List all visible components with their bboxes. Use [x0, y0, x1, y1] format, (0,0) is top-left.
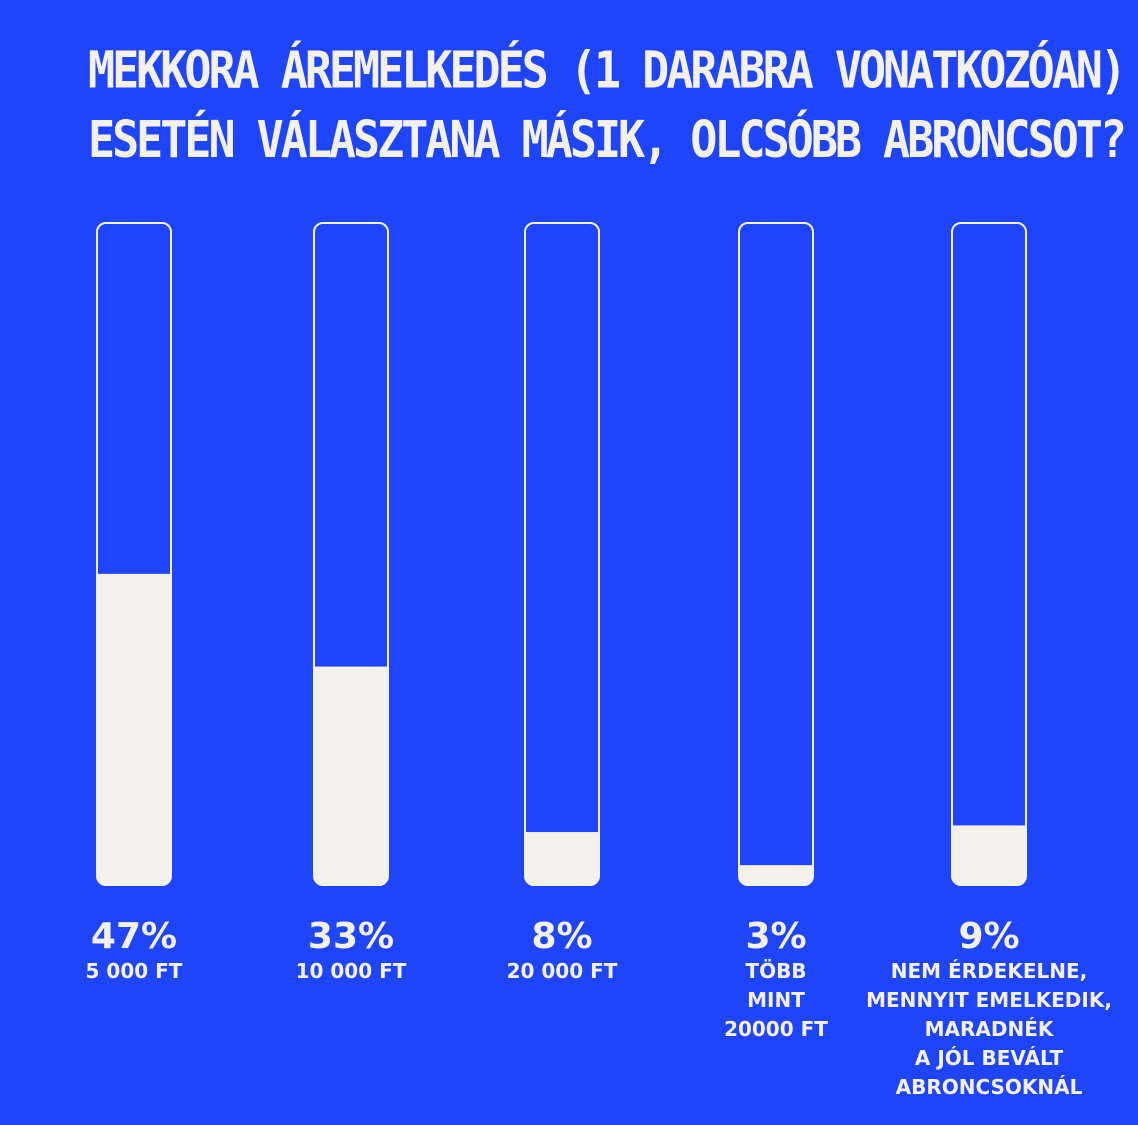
- bar-category-label: MINT: [747, 988, 805, 1012]
- bar: [314, 666, 388, 885]
- bar-category-label: MENNYIT EMELKEDIK,: [866, 988, 1112, 1012]
- bar-group: 47%5 000 FT: [86, 222, 183, 983]
- bar-category-label: A JÓL BEVÁLT: [915, 1046, 1064, 1070]
- bar-group: 33%10 000 FT: [296, 222, 407, 983]
- bar-category-label: 20 000 FT: [507, 959, 618, 983]
- bar-outline: [951, 222, 1027, 886]
- bar-outline: [738, 222, 814, 886]
- bar-value-label: 3%: [745, 916, 806, 957]
- bar-category-label: ABRONCSOKNÁL: [896, 1075, 1083, 1099]
- bar-value-label: 33%: [308, 916, 394, 957]
- bar-value-label: 47%: [91, 916, 177, 957]
- bar-group: 3%TÖBB MINT 20000 FT: [724, 222, 828, 1041]
- bar-category-label: TÖBB: [745, 959, 806, 983]
- chart-title-line-1: MEKKORA ÁREMELKEDÉS (1 DARABRA VONATKOZÓ…: [88, 40, 1127, 100]
- bar-category-label: 20000 FT: [724, 1017, 828, 1041]
- bar-category-label: NEM ÉRDEKELNE,: [891, 959, 1088, 983]
- chart-title-line-2: ESETÉN VÁLASZTANA MÁSIK, OLCSÓBB ABRONCS…: [88, 109, 1127, 170]
- bar-group: 8%20 000 FT: [507, 222, 618, 983]
- bar: [952, 825, 1026, 885]
- bar-outline: [524, 222, 600, 886]
- bar-value-label: 9%: [958, 916, 1019, 957]
- bar: [97, 573, 171, 885]
- bar-value-label: 8%: [531, 916, 592, 957]
- bar-group: 9%NEM ÉRDEKELNE, MENNYIT EMELKEDIK, MARADN…: [866, 222, 1112, 1099]
- bar-category-label: MARADNÉK: [925, 1017, 1055, 1041]
- bar-category-label: 10 000 FT: [296, 959, 407, 983]
- bar-category-label: 5 000 FT: [86, 959, 183, 983]
- chart-title: MEKKORA ÁREMELKEDÉS (1 DARABRA VONATKOZÓ…: [88, 36, 1127, 175]
- bar: [739, 865, 813, 885]
- bar: [525, 832, 599, 885]
